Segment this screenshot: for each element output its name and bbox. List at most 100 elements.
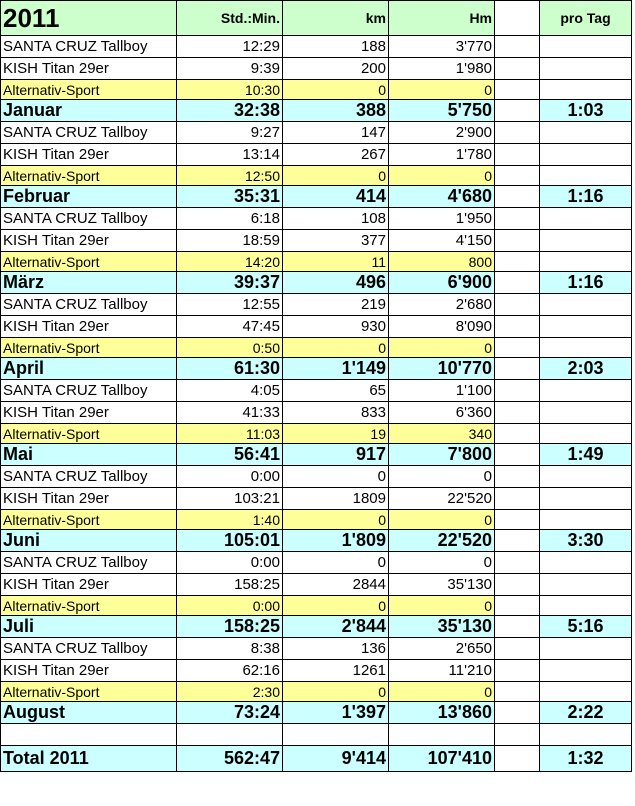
time-cell: 62:16 bbox=[176, 659, 283, 682]
hm-header: Hm bbox=[388, 0, 495, 36]
km-cell bbox=[282, 723, 389, 746]
hm-cell: 107'410 bbox=[388, 745, 495, 772]
time-cell: 1:40 bbox=[176, 509, 283, 530]
time-cell: 0:00 bbox=[176, 465, 283, 488]
time-cell: 0:00 bbox=[176, 551, 283, 574]
km-cell: 0 bbox=[282, 79, 389, 100]
row-label bbox=[0, 723, 177, 746]
spacer-cell bbox=[494, 723, 540, 746]
time-cell: 9:39 bbox=[176, 57, 283, 80]
spacer-cell bbox=[494, 745, 540, 772]
row-label: Alternativ-Sport bbox=[0, 337, 177, 358]
hm-cell: 1'100 bbox=[388, 379, 495, 402]
spacer-cell bbox=[494, 357, 540, 380]
time-cell: 4:05 bbox=[176, 379, 283, 402]
spacer-cell bbox=[494, 615, 540, 638]
spacer-cell bbox=[494, 487, 540, 510]
blank-row bbox=[0, 723, 632, 746]
per-day-cell bbox=[539, 337, 632, 358]
spacer-cell bbox=[494, 293, 540, 316]
spacer-cell bbox=[494, 185, 540, 208]
time-cell: 14:20 bbox=[176, 251, 283, 272]
row-label: SANTA CRUZ Tallboy bbox=[0, 637, 177, 660]
spacer-cell bbox=[494, 659, 540, 682]
month-summary-row: Mai 56:41 917 7'800 1:49 bbox=[0, 443, 632, 466]
hm-cell: 0 bbox=[388, 595, 495, 616]
km-cell: 2844 bbox=[282, 573, 389, 596]
per-day-cell bbox=[539, 293, 632, 316]
spacer-cell bbox=[494, 57, 540, 80]
hm-cell: 340 bbox=[388, 423, 495, 444]
time-cell: 18:59 bbox=[176, 229, 283, 252]
bike-row: KISH Titan 29er 158:25 2844 35'130 bbox=[0, 573, 632, 596]
time-cell: 6:18 bbox=[176, 207, 283, 230]
bike-row: SANTA CRUZ Tallboy 12:55 219 2'680 bbox=[0, 293, 632, 316]
km-cell: 147 bbox=[282, 121, 389, 144]
per-day-cell: 3:30 bbox=[539, 529, 632, 552]
per-day-cell bbox=[539, 35, 632, 58]
row-label: KISH Titan 29er bbox=[0, 573, 177, 596]
hm-cell: 11'210 bbox=[388, 659, 495, 682]
time-cell: 0:00 bbox=[176, 595, 283, 616]
time-cell: 47:45 bbox=[176, 315, 283, 338]
month-summary-row: August 73:24 1'397 13'860 2:22 bbox=[0, 701, 632, 724]
row-label: KISH Titan 29er bbox=[0, 401, 177, 424]
km-cell: 833 bbox=[282, 401, 389, 424]
km-cell: 136 bbox=[282, 637, 389, 660]
header-row: 2011 Std.:Min. km Hm pro Tag bbox=[0, 0, 632, 36]
hm-cell: 22'520 bbox=[388, 487, 495, 510]
time-cell: 562:47 bbox=[176, 745, 283, 772]
row-label: Alternativ-Sport bbox=[0, 423, 177, 444]
per-day-cell: 5:16 bbox=[539, 615, 632, 638]
hm-cell: 800 bbox=[388, 251, 495, 272]
spacer-cell bbox=[494, 337, 540, 358]
row-label: Juni bbox=[0, 529, 177, 552]
row-label: KISH Titan 29er bbox=[0, 143, 177, 166]
km-cell: 0 bbox=[282, 595, 389, 616]
time-cell: 105:01 bbox=[176, 529, 283, 552]
spacer-cell bbox=[494, 509, 540, 530]
time-cell: 73:24 bbox=[176, 701, 283, 724]
spacer-cell bbox=[494, 465, 540, 488]
row-label: KISH Titan 29er bbox=[0, 229, 177, 252]
hm-cell: 1'950 bbox=[388, 207, 495, 230]
spacer-cell bbox=[494, 121, 540, 144]
per-day-cell bbox=[539, 57, 632, 80]
per-day-cell bbox=[539, 509, 632, 530]
km-cell: 414 bbox=[282, 185, 389, 208]
per-day-cell bbox=[539, 315, 632, 338]
time-cell: 41:33 bbox=[176, 401, 283, 424]
hm-cell: 1'780 bbox=[388, 143, 495, 166]
hm-cell: 13'860 bbox=[388, 701, 495, 724]
row-label: Alternativ-Sport bbox=[0, 165, 177, 186]
spacer-cell bbox=[494, 99, 540, 122]
row-label: Januar bbox=[0, 99, 177, 122]
km-cell: 188 bbox=[282, 35, 389, 58]
spacer-cell bbox=[494, 271, 540, 294]
table-body: 2011 Std.:Min. km Hm pro Tag SANTA CRUZ … bbox=[0, 0, 632, 772]
hm-cell: 7'800 bbox=[388, 443, 495, 466]
time-header: Std.:Min. bbox=[176, 0, 283, 36]
time-cell: 13:14 bbox=[176, 143, 283, 166]
spacer-cell bbox=[494, 637, 540, 660]
spacer-cell bbox=[494, 681, 540, 702]
spacer-cell bbox=[494, 701, 540, 724]
row-label: März bbox=[0, 271, 177, 294]
month-summary-row: Juli 158:25 2'844 35'130 5:16 bbox=[0, 615, 632, 638]
spacer-cell bbox=[494, 573, 540, 596]
km-cell: 267 bbox=[282, 143, 389, 166]
km-cell: 0 bbox=[282, 551, 389, 574]
hm-cell bbox=[388, 723, 495, 746]
time-cell: 61:30 bbox=[176, 357, 283, 380]
per-day-cell bbox=[539, 595, 632, 616]
time-cell: 158:25 bbox=[176, 573, 283, 596]
bike-row: SANTA CRUZ Tallboy 4:05 65 1'100 bbox=[0, 379, 632, 402]
km-cell: 1'149 bbox=[282, 357, 389, 380]
km-cell: 1261 bbox=[282, 659, 389, 682]
per-day-cell: 1:16 bbox=[539, 271, 632, 294]
hm-cell: 2'680 bbox=[388, 293, 495, 316]
spacer-cell bbox=[494, 35, 540, 58]
per-day-cell bbox=[539, 229, 632, 252]
spacer-cell bbox=[494, 423, 540, 444]
per-day-cell: 2:03 bbox=[539, 357, 632, 380]
